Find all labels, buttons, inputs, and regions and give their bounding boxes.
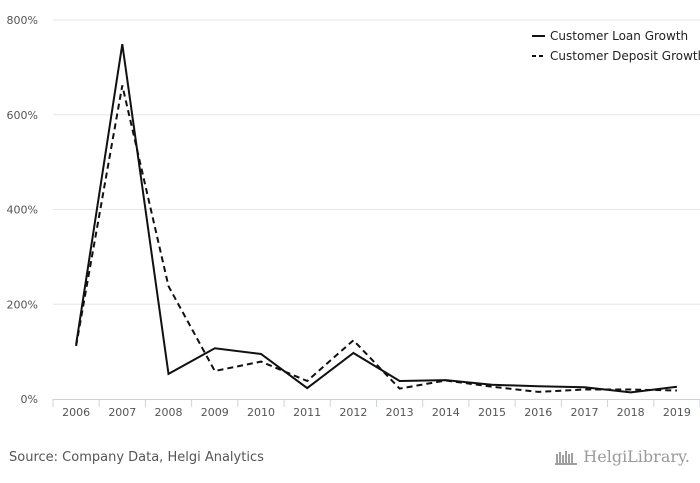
gridlines <box>53 19 700 305</box>
x-tick-label: 2017 <box>570 406 598 419</box>
y-tick-label: 800% <box>7 14 38 27</box>
x-tick-label: 2011 <box>293 406 321 419</box>
x-tick-label: 2008 <box>155 406 183 419</box>
x-tick-label: 2010 <box>247 406 275 419</box>
x-tick-label: 2018 <box>617 406 645 419</box>
legend-label[interactable]: Customer Loan Growth <box>550 29 688 43</box>
legend: Customer Loan Growth Customer Deposit Gro… <box>532 29 700 63</box>
x-tick-label: 2016 <box>524 406 552 419</box>
x-tick-label: 2006 <box>62 406 90 419</box>
y-tick-label: 0% <box>21 393 38 406</box>
x-tick-label: 2014 <box>432 406 460 419</box>
brand-name: HelgiLibrary. <box>583 446 690 466</box>
x-tick-label: 2015 <box>478 406 506 419</box>
x-tick-label: 2019 <box>663 406 691 419</box>
y-tick-label: 200% <box>7 298 38 311</box>
brand-logo[interactable]: HelgiLibrary. <box>555 446 690 466</box>
y-tick-label: 400% <box>7 204 38 217</box>
x-tick-label: 2012 <box>339 406 367 419</box>
library-logo-icon <box>555 451 578 465</box>
x-axis: 2006 2007 2008 2009 2010 2011 2012 2013 2014 2015… <box>52 399 700 419</box>
legend-label[interactable]: Customer Deposit Growth <box>550 49 700 63</box>
x-tick-label: 2013 <box>386 406 414 419</box>
series-lines <box>75 44 678 394</box>
source-note: Source: Company Data, Helgi Analytics <box>9 450 264 465</box>
series-line-deposit <box>75 85 677 393</box>
series-line-loan <box>75 44 678 394</box>
y-axis-tick-labels: 0% 200% 400% 600% 800% <box>7 14 38 406</box>
x-tick-label: 2007 <box>108 406 136 419</box>
y-tick-label: 600% <box>7 109 38 122</box>
x-tick-label: 2009 <box>201 406 229 419</box>
